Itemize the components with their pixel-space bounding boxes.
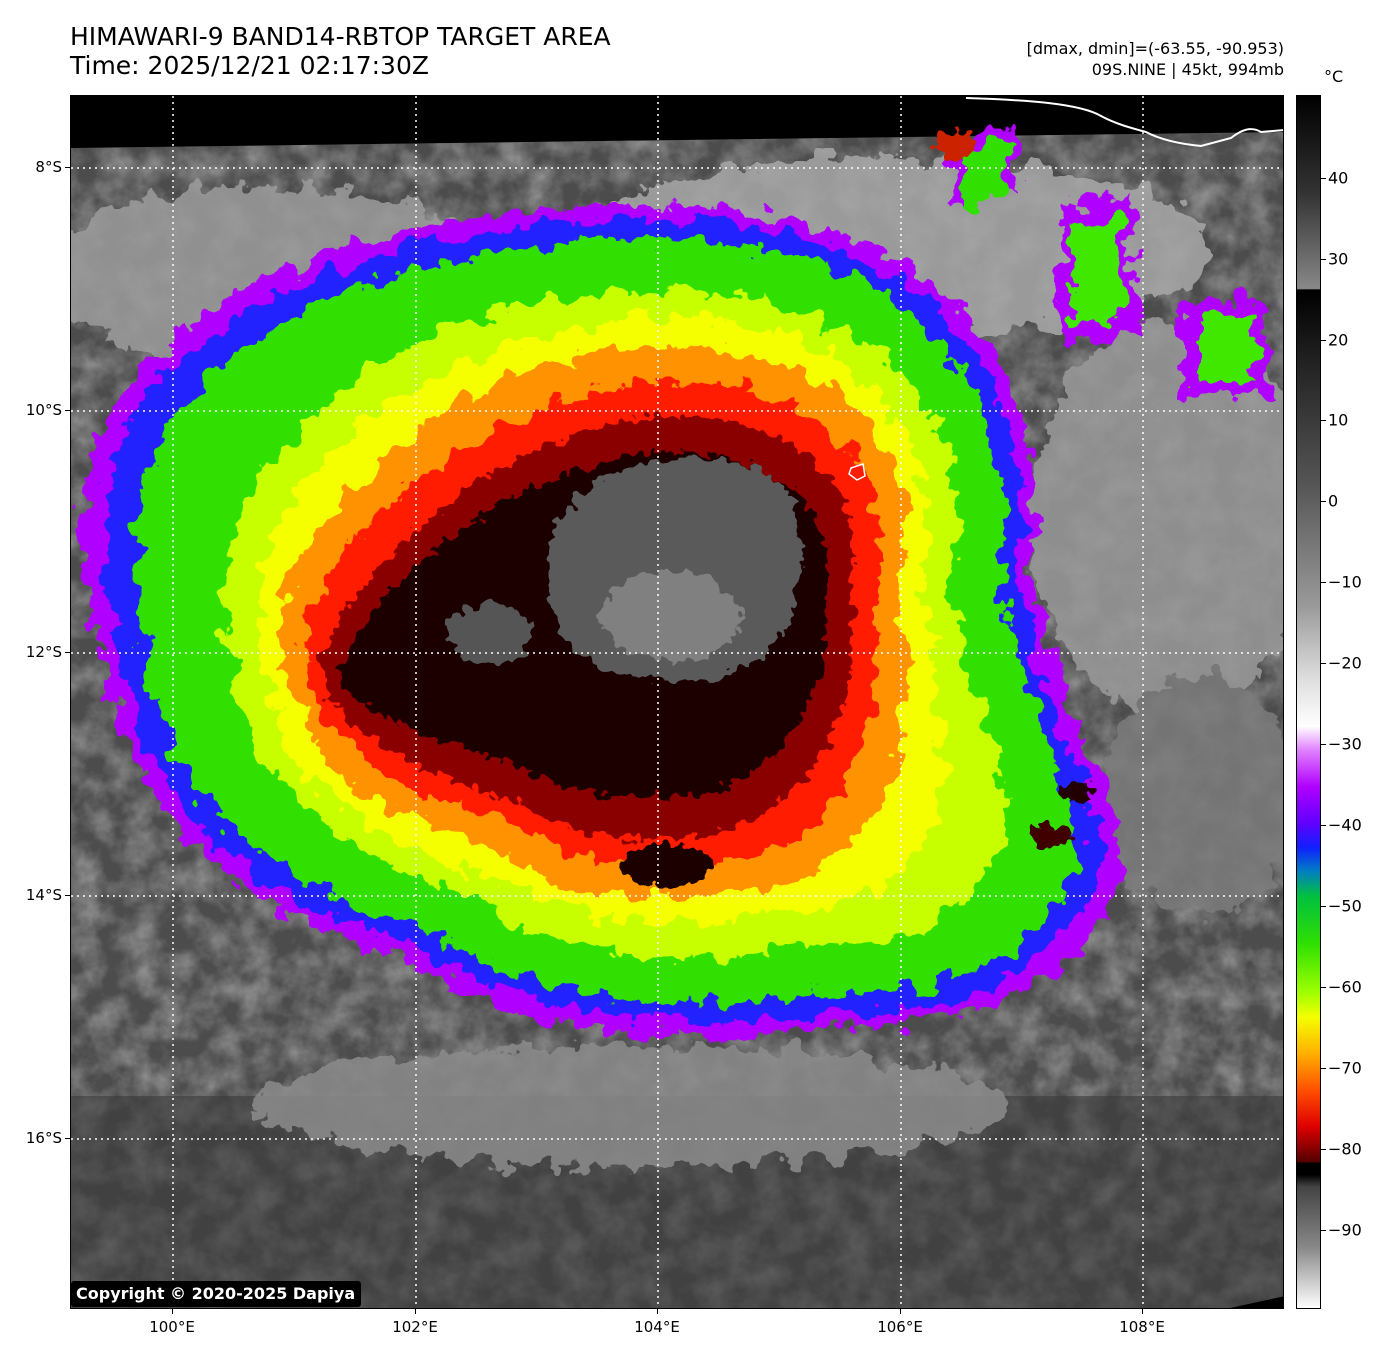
colorbar-tick <box>1321 1149 1326 1150</box>
lon-label-108e: 108°E <box>1119 1318 1165 1336</box>
colorbar-label-minus20: −20 <box>1328 653 1362 673</box>
colorbar-label-minus40: −40 <box>1328 815 1362 835</box>
colorbar-tick <box>1321 1230 1326 1231</box>
lat-label-14s: 14°S <box>25 886 62 904</box>
colorbar-tick <box>1321 744 1326 745</box>
lon-tick <box>415 1309 416 1314</box>
colorbar-label-minus30: −30 <box>1328 734 1362 754</box>
colorbar-label-minus90: −90 <box>1328 1220 1362 1240</box>
colorbar-label-minus80: −80 <box>1328 1139 1362 1159</box>
lon-label-102e: 102°E <box>392 1318 438 1336</box>
colorbar-tick <box>1321 420 1326 421</box>
lon-label-104e: 104°E <box>634 1318 680 1336</box>
lat-tick <box>65 895 70 896</box>
colorbar-tick <box>1321 1068 1326 1069</box>
lat-label-8s: 8°S <box>35 158 62 176</box>
colorbar-tick <box>1321 825 1326 826</box>
colorbar-tick <box>1321 987 1326 988</box>
lat-tick <box>65 1138 70 1139</box>
title-line-2: Time: 2025/12/21 02:17:30Z <box>70 51 429 80</box>
colorbar-label-minus70: −70 <box>1328 1058 1362 1078</box>
lat-tick <box>65 167 70 168</box>
lon-tick <box>1142 1309 1143 1314</box>
lon-tick <box>657 1309 658 1314</box>
colorbar-tick <box>1321 663 1326 664</box>
colorbar-unit: °C <box>1324 67 1344 86</box>
lat-tick <box>65 652 70 653</box>
lat-label-12s: 12°S <box>25 643 62 661</box>
colorbar-label-20: 20 <box>1328 330 1349 350</box>
infrared-imagery <box>71 96 1283 1308</box>
lat-tick <box>65 410 70 411</box>
colorbar <box>1296 95 1321 1309</box>
colorbar-label-40: 40 <box>1328 168 1349 188</box>
lon-label-106e: 106°E <box>877 1318 923 1336</box>
colorbar-label-0: 0 <box>1328 491 1339 511</box>
colorbar-tick <box>1321 906 1326 907</box>
copyright-notice: Copyright © 2020-2025 Dapiya <box>71 1281 362 1307</box>
satellite-image <box>70 95 1284 1309</box>
colorbar-label-minus60: −60 <box>1328 977 1362 997</box>
colorbar-label-minus50: −50 <box>1328 896 1362 916</box>
graticule <box>71 96 1283 1308</box>
colorbar-tick <box>1321 340 1326 341</box>
storm-name-intensity: 09S.NINE | 45kt, 994mb <box>1091 60 1284 79</box>
lat-label-10s: 10°S <box>25 401 62 419</box>
lat-label-16s: 16°S <box>25 1129 62 1147</box>
temperature-range: [dmax, dmin]=(-63.55, -90.953) <box>1026 39 1284 58</box>
colorbar-tick <box>1321 259 1326 260</box>
figure-title: HIMAWARI-9 BAND14-RBTOP TARGET AREA Time… <box>70 22 611 80</box>
lon-label-100e: 100°E <box>149 1318 195 1336</box>
storm-info: [dmax, dmin]=(-63.55, -90.953) 09S.NINE … <box>1027 38 1284 80</box>
lon-tick <box>172 1309 173 1314</box>
lon-tick <box>900 1309 901 1314</box>
colorbar-tick <box>1321 582 1326 583</box>
colorbar-label-10: 10 <box>1328 410 1349 430</box>
colorbar-label-minus10: −10 <box>1328 572 1362 592</box>
title-line-1: HIMAWARI-9 BAND14-RBTOP TARGET AREA <box>70 22 611 51</box>
colorbar-tick <box>1321 501 1326 502</box>
colorbar-label-30: 30 <box>1328 249 1349 269</box>
colorbar-tick <box>1321 178 1326 179</box>
